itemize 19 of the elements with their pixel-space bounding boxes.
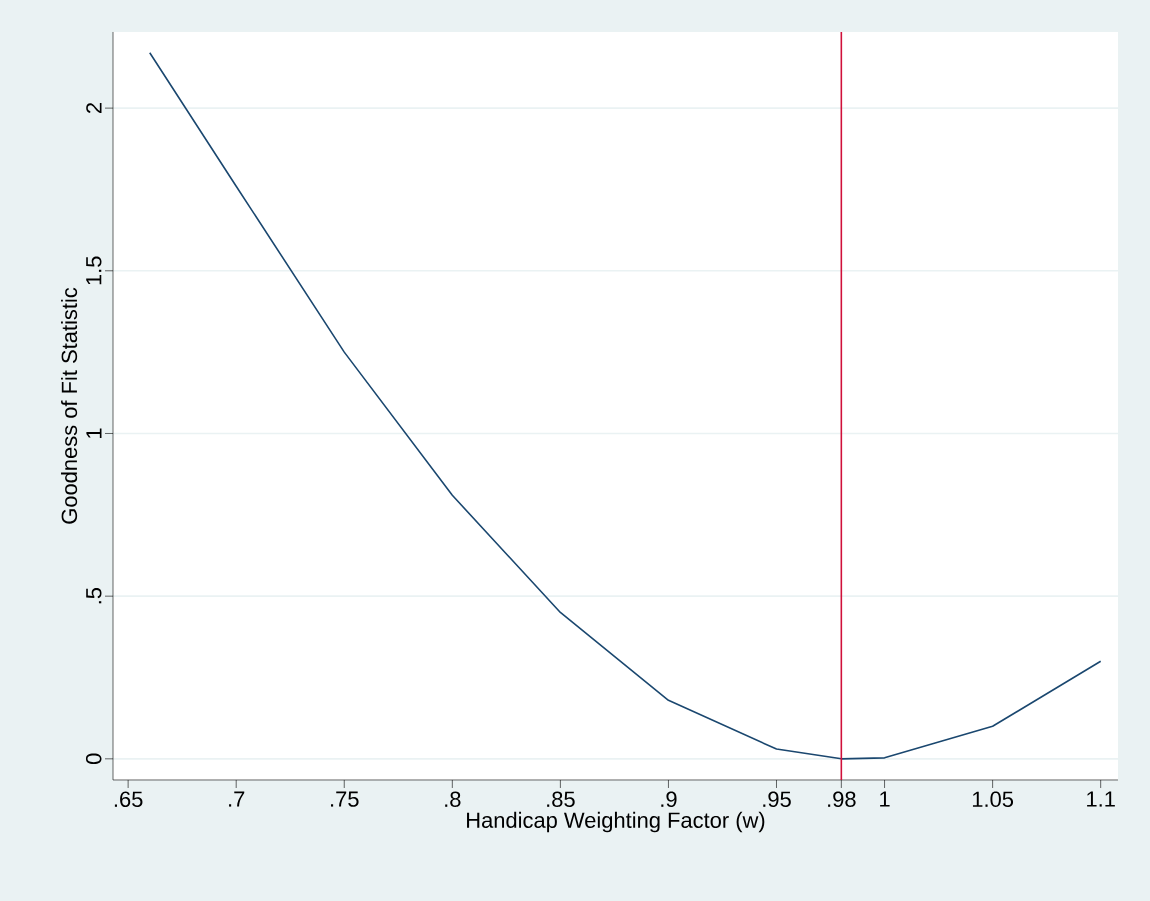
x-tick-label: .95 (763, 791, 791, 808)
line-series (148, 52, 1102, 760)
y-tick-label: 2 (86, 103, 102, 114)
x-tick-label: 1.1 (1087, 791, 1115, 807)
y-axis-title: Goodness of Fit Statistic (61, 287, 78, 524)
x-tick-label: .98 (828, 791, 856, 808)
x-tick-label: .8 (445, 791, 461, 808)
x-tick-label: .65 (114, 791, 143, 808)
y-tick-label: 1 (86, 428, 102, 438)
x-tick-label: 1.05 (972, 791, 1014, 808)
x-tick-label: .85 (547, 791, 575, 808)
y-tick-label: 1.5 (86, 256, 102, 285)
x-tick-label: .7 (229, 791, 245, 807)
y-tick-label: .5 (86, 587, 102, 604)
x-axis-title: Handicap Weighting Factor (w) (467, 811, 765, 833)
x-tick-label: 1 (880, 791, 890, 807)
y-tick-label: 0 (85, 753, 102, 765)
x-tick-label: .75 (331, 791, 359, 807)
x-tick-label: .9 (661, 791, 677, 808)
